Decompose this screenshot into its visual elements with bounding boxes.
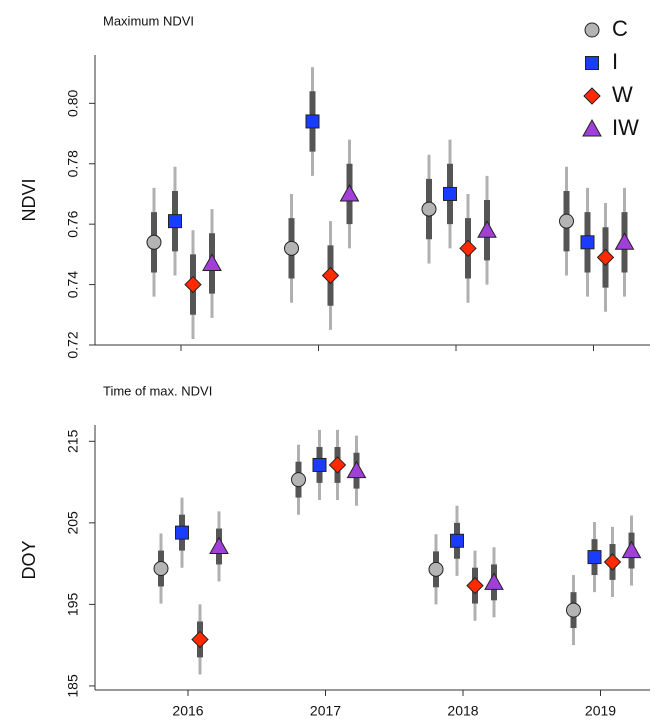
- point: [450, 533, 464, 548]
- legend-marker: [582, 118, 602, 137]
- point: [291, 472, 306, 488]
- point: [202, 253, 222, 271]
- point: [312, 457, 327, 472]
- point: [153, 561, 169, 577]
- point: [580, 235, 595, 250]
- y-tick-label: 0.78: [65, 150, 81, 177]
- point: [284, 240, 299, 256]
- x-tick-label: 2019: [585, 703, 616, 719]
- point: [146, 234, 162, 250]
- point: [614, 232, 635, 250]
- point: [168, 214, 182, 229]
- y-tick-label: 0.76: [65, 210, 81, 237]
- legend-label: IW: [612, 115, 639, 140]
- point: [621, 540, 642, 559]
- legend-label: C: [612, 16, 628, 41]
- point: [428, 561, 444, 577]
- point: [587, 550, 602, 565]
- point: [596, 248, 615, 267]
- y-axis-label: DOY: [19, 540, 39, 579]
- x-tick-label: 2017: [310, 703, 341, 719]
- y-tick-label: 205: [65, 511, 81, 535]
- point: [421, 201, 437, 217]
- point: [459, 239, 477, 258]
- point: [346, 460, 367, 479]
- legend-marker: [583, 87, 601, 105]
- panel-title: Time of max. NDVI: [103, 383, 212, 398]
- y-tick-label: 0.74: [65, 271, 81, 298]
- point: [305, 114, 320, 129]
- y-axis-label: NDVI: [19, 178, 39, 221]
- point: [566, 602, 581, 618]
- point: [477, 220, 497, 238]
- point: [559, 213, 574, 229]
- point: [603, 553, 622, 571]
- y-tick-label: 0.72: [65, 331, 81, 358]
- point: [484, 572, 504, 590]
- panel-title: Maximum NDVI: [103, 13, 194, 28]
- point: [175, 525, 189, 540]
- point: [209, 536, 229, 554]
- legend-marker: [585, 56, 599, 70]
- y-tick-label: 195: [65, 592, 81, 616]
- legend-label: I: [612, 49, 618, 74]
- point: [328, 456, 347, 474]
- point: [339, 183, 360, 202]
- legend-label: W: [612, 82, 633, 107]
- x-tick-label: 2016: [172, 703, 203, 719]
- legend-marker: [584, 22, 600, 38]
- point: [443, 186, 457, 201]
- point: [184, 275, 202, 294]
- y-tick-label: 0.80: [65, 89, 81, 116]
- point: [191, 630, 209, 649]
- y-tick-label: 215: [65, 429, 81, 453]
- point: [321, 266, 340, 285]
- point: [466, 576, 484, 595]
- y-tick-label: 185: [65, 674, 81, 698]
- x-tick-label: 2018: [447, 703, 478, 719]
